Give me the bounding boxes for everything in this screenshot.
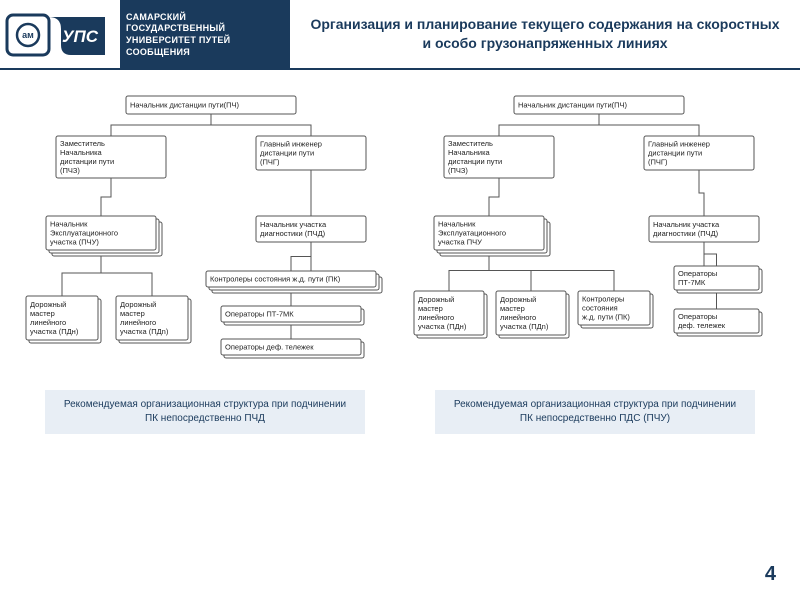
svg-text:мастер: мастер	[418, 304, 443, 313]
svg-text:состояния: состояния	[582, 304, 618, 313]
caption-right: Рекомендуемая организационная структура …	[435, 390, 755, 434]
svg-text:(ПЧГ): (ПЧГ)	[648, 158, 668, 167]
svg-text:диагностики (ПЧД): диагностики (ПЧД)	[653, 229, 719, 238]
svg-text:Дорожный: Дорожный	[500, 295, 536, 304]
svg-text:участка (ПДn): участка (ПДn)	[500, 322, 549, 331]
svg-text:участка ПЧУ: участка ПЧУ	[438, 238, 482, 247]
svg-text:линейного: линейного	[30, 318, 66, 327]
svg-text:УПС: УПС	[62, 27, 99, 46]
svg-text:Начальник дистанции пути(ПЧ): Начальник дистанции пути(ПЧ)	[130, 101, 240, 110]
svg-text:ам: ам	[22, 30, 34, 40]
svg-text:Эксплуатационного: Эксплуатационного	[50, 229, 118, 238]
svg-text:деф. тележек: деф. тележек	[678, 321, 726, 330]
university-name: САМАРСКИЙ ГОСУДАРСТВЕННЫЙ УНИВЕРСИТЕТ ПУ…	[120, 0, 290, 70]
svg-text:участка (ПДн): участка (ПДн)	[30, 327, 79, 336]
svg-text:диагностики (ПЧД): диагностики (ПЧД)	[260, 229, 326, 238]
svg-text:Заместитель: Заместитель	[60, 139, 105, 148]
svg-text:линейного: линейного	[120, 318, 156, 327]
org-chart-left: Начальник дистанции пути(ПЧ)ЗаместительН…	[16, 90, 396, 370]
captions-row: Рекомендуемая организационная структура …	[0, 380, 800, 444]
svg-text:Дорожный: Дорожный	[120, 300, 156, 309]
svg-text:Начальник дистанции пути(ПЧ): Начальник дистанции пути(ПЧ)	[518, 101, 628, 110]
logo: ам УПС	[0, 0, 120, 70]
svg-text:Заместитель: Заместитель	[448, 139, 493, 148]
header: ам УПС САМАРСКИЙ ГОСУДАРСТВЕННЫЙ УНИВЕРС…	[0, 0, 800, 70]
svg-text:(ПЧЗ): (ПЧЗ)	[60, 166, 80, 175]
svg-text:мастер: мастер	[120, 309, 145, 318]
svg-text:дистанции пути: дистанции пути	[260, 149, 314, 158]
svg-text:Контролеры: Контролеры	[582, 295, 624, 304]
svg-text:Дорожный: Дорожный	[30, 300, 66, 309]
svg-text:(ПЧЗ): (ПЧЗ)	[448, 166, 468, 175]
svg-text:Операторы: Операторы	[678, 312, 717, 321]
svg-text:Начальника: Начальника	[448, 148, 491, 157]
caption-left: Рекомендуемая организационная структура …	[45, 390, 365, 434]
svg-text:Операторы деф. тележек: Операторы деф. тележек	[225, 343, 314, 352]
svg-text:дистанции пути: дистанции пути	[60, 157, 114, 166]
slide-title: Организация и планирование текущего соде…	[290, 0, 800, 70]
svg-text:мастер: мастер	[500, 304, 525, 313]
svg-text:Дорожный: Дорожный	[418, 295, 454, 304]
svg-text:Контролеры состояния ж.д. пути: Контролеры состояния ж.д. пути (ПК)	[210, 275, 341, 284]
diagrams-row: Начальник дистанции пути(ПЧ)ЗаместительН…	[0, 70, 800, 380]
svg-text:ж.д. пути (ПК): ж.д. пути (ПК)	[582, 313, 630, 322]
svg-text:Начальник: Начальник	[50, 220, 88, 229]
svg-text:Операторы: Операторы	[678, 269, 717, 278]
svg-text:Эксплуатационного: Эксплуатационного	[438, 229, 506, 238]
svg-text:Главный инженер: Главный инженер	[648, 140, 710, 149]
svg-text:ПТ-7МК: ПТ-7МК	[678, 278, 706, 287]
page-number: 4	[765, 563, 776, 586]
svg-text:Начальника: Начальника	[60, 148, 103, 157]
svg-text:Начальник: Начальник	[438, 220, 476, 229]
svg-text:Начальник участка: Начальник участка	[260, 220, 327, 229]
svg-text:участка (ПЧУ): участка (ПЧУ)	[50, 238, 99, 247]
svg-text:участка (ПДn): участка (ПДn)	[120, 327, 169, 336]
svg-text:Начальник участка: Начальник участка	[653, 220, 720, 229]
svg-text:линейного: линейного	[500, 313, 536, 322]
svg-text:Главный инженер: Главный инженер	[260, 140, 322, 149]
org-chart-right: Начальник дистанции пути(ПЧ)ЗаместительН…	[404, 90, 784, 370]
svg-text:дистанции пути: дистанции пути	[648, 149, 702, 158]
svg-text:линейного: линейного	[418, 313, 454, 322]
svg-text:участка (ПДн): участка (ПДн)	[418, 322, 467, 331]
svg-text:мастер: мастер	[30, 309, 55, 318]
svg-text:дистанции пути: дистанции пути	[448, 157, 502, 166]
svg-text:(ПЧГ): (ПЧГ)	[260, 158, 280, 167]
svg-text:Операторы ПТ-7МК: Операторы ПТ-7МК	[225, 310, 294, 319]
